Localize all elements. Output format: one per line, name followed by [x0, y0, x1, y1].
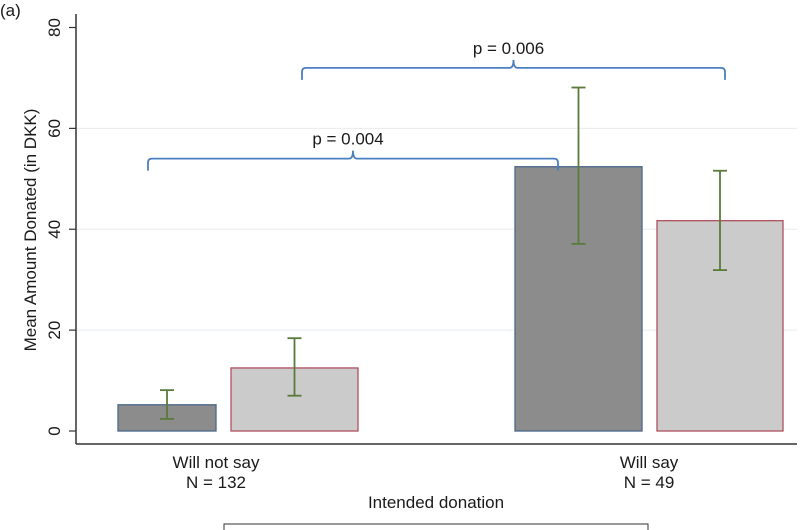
legend-box	[223, 523, 649, 530]
x-category-n-0: N = 132	[186, 473, 246, 492]
bars	[117, 166, 784, 432]
p-value-label-0: p = 0.004	[312, 130, 383, 149]
y-tick-label-60: 60	[45, 119, 64, 138]
x-axis-label: Intended donation	[368, 493, 504, 512]
x-category-label-1: Will say	[620, 453, 679, 472]
error-bars	[160, 86, 727, 420]
panel-label: (a)	[0, 1, 21, 20]
y-ticks: 0 20 40 60 80	[45, 18, 76, 436]
bracket-1	[301, 59, 726, 80]
x-category-n-1: N = 49	[624, 473, 675, 492]
y-tick-label-80: 80	[45, 18, 64, 37]
p-value-label-1: p = 0.006	[473, 39, 544, 58]
y-tick-label-0: 0	[45, 426, 64, 435]
x-category-label-0: Will not say	[173, 453, 260, 472]
y-tick-label-20: 20	[45, 321, 64, 340]
significance-brackets: p = 0.004 p = 0.006	[147, 39, 726, 171]
y-tick-label-40: 40	[45, 220, 64, 239]
y-axis-label: Mean Amount Donated (in DKK)	[21, 109, 40, 352]
bracket-0	[147, 150, 559, 171]
